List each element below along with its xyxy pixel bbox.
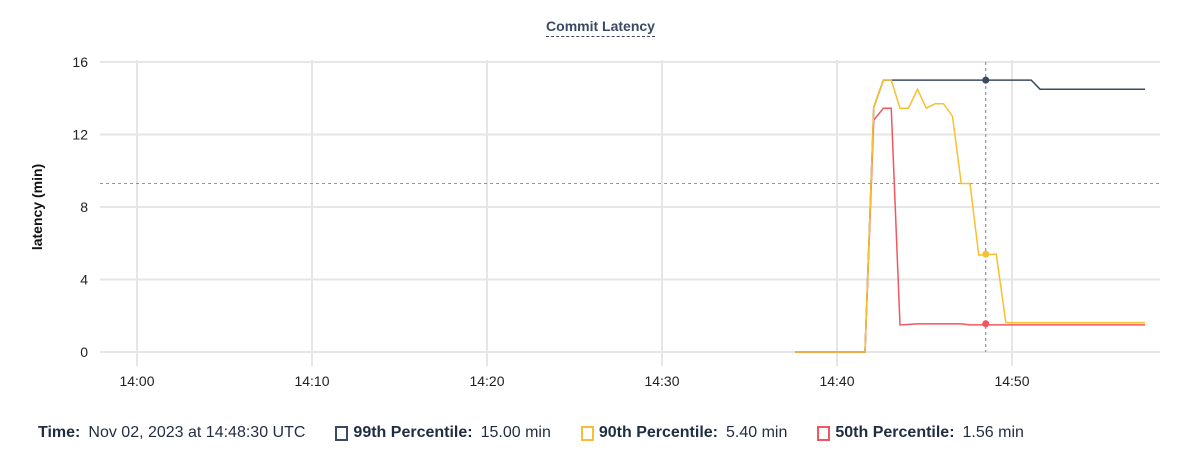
x-tick-label: 14:20 xyxy=(469,373,504,389)
legend: Time: Nov 02, 2023 at 14:48:30 UTC 99th … xyxy=(38,424,1024,442)
legend-label-p99: 99th Percentile: xyxy=(353,424,473,441)
legend-value-p90: 5.40 min xyxy=(726,424,788,441)
chart-title-text[interactable]: Commit Latency xyxy=(546,18,655,37)
series-line-99th xyxy=(795,79,1145,353)
y-tick-label: 12 xyxy=(72,127,88,143)
time-value: Nov 02, 2023 at 14:48:30 UTC xyxy=(88,424,306,441)
legend-label-p50: 50th Percentile: xyxy=(835,424,955,441)
x-tick-label: 14:40 xyxy=(819,373,854,389)
line-chart: 0 4 8 12 16 14:00 14:10 14:20 14:30 14:40 14:50 lat… xyxy=(29,54,1160,389)
legend-swatch-p90[interactable] xyxy=(580,425,594,441)
y-axis-label: latency (min) xyxy=(29,164,45,250)
hover-point-2 xyxy=(982,320,990,328)
legend-swatch-p99[interactable] xyxy=(335,425,349,441)
y-tick-label: 0 xyxy=(80,344,88,360)
series-line-90th xyxy=(795,79,1145,353)
time-label: Time: xyxy=(38,424,81,441)
series-line-50th xyxy=(795,107,1145,353)
chart-title[interactable]: Commit Latency xyxy=(0,18,1201,37)
legend-label-p90: 90th Percentile: xyxy=(598,424,718,441)
y-tick-label: 4 xyxy=(80,272,88,288)
x-tick-label: 14:10 xyxy=(294,373,329,389)
legend-swatch-p50[interactable] xyxy=(817,425,831,441)
hover-point-1 xyxy=(982,250,990,258)
y-tick-label: 8 xyxy=(80,199,88,215)
legend-value-p50: 1.56 min xyxy=(962,424,1024,441)
hover-point-0 xyxy=(982,76,990,84)
legend-value-p99: 15.00 min xyxy=(480,424,551,441)
x-tick-label: 14:00 xyxy=(119,373,154,389)
x-tick-label: 14:30 xyxy=(644,373,679,389)
x-tick-label: 14:50 xyxy=(994,373,1029,389)
y-tick-label: 16 xyxy=(72,54,88,70)
